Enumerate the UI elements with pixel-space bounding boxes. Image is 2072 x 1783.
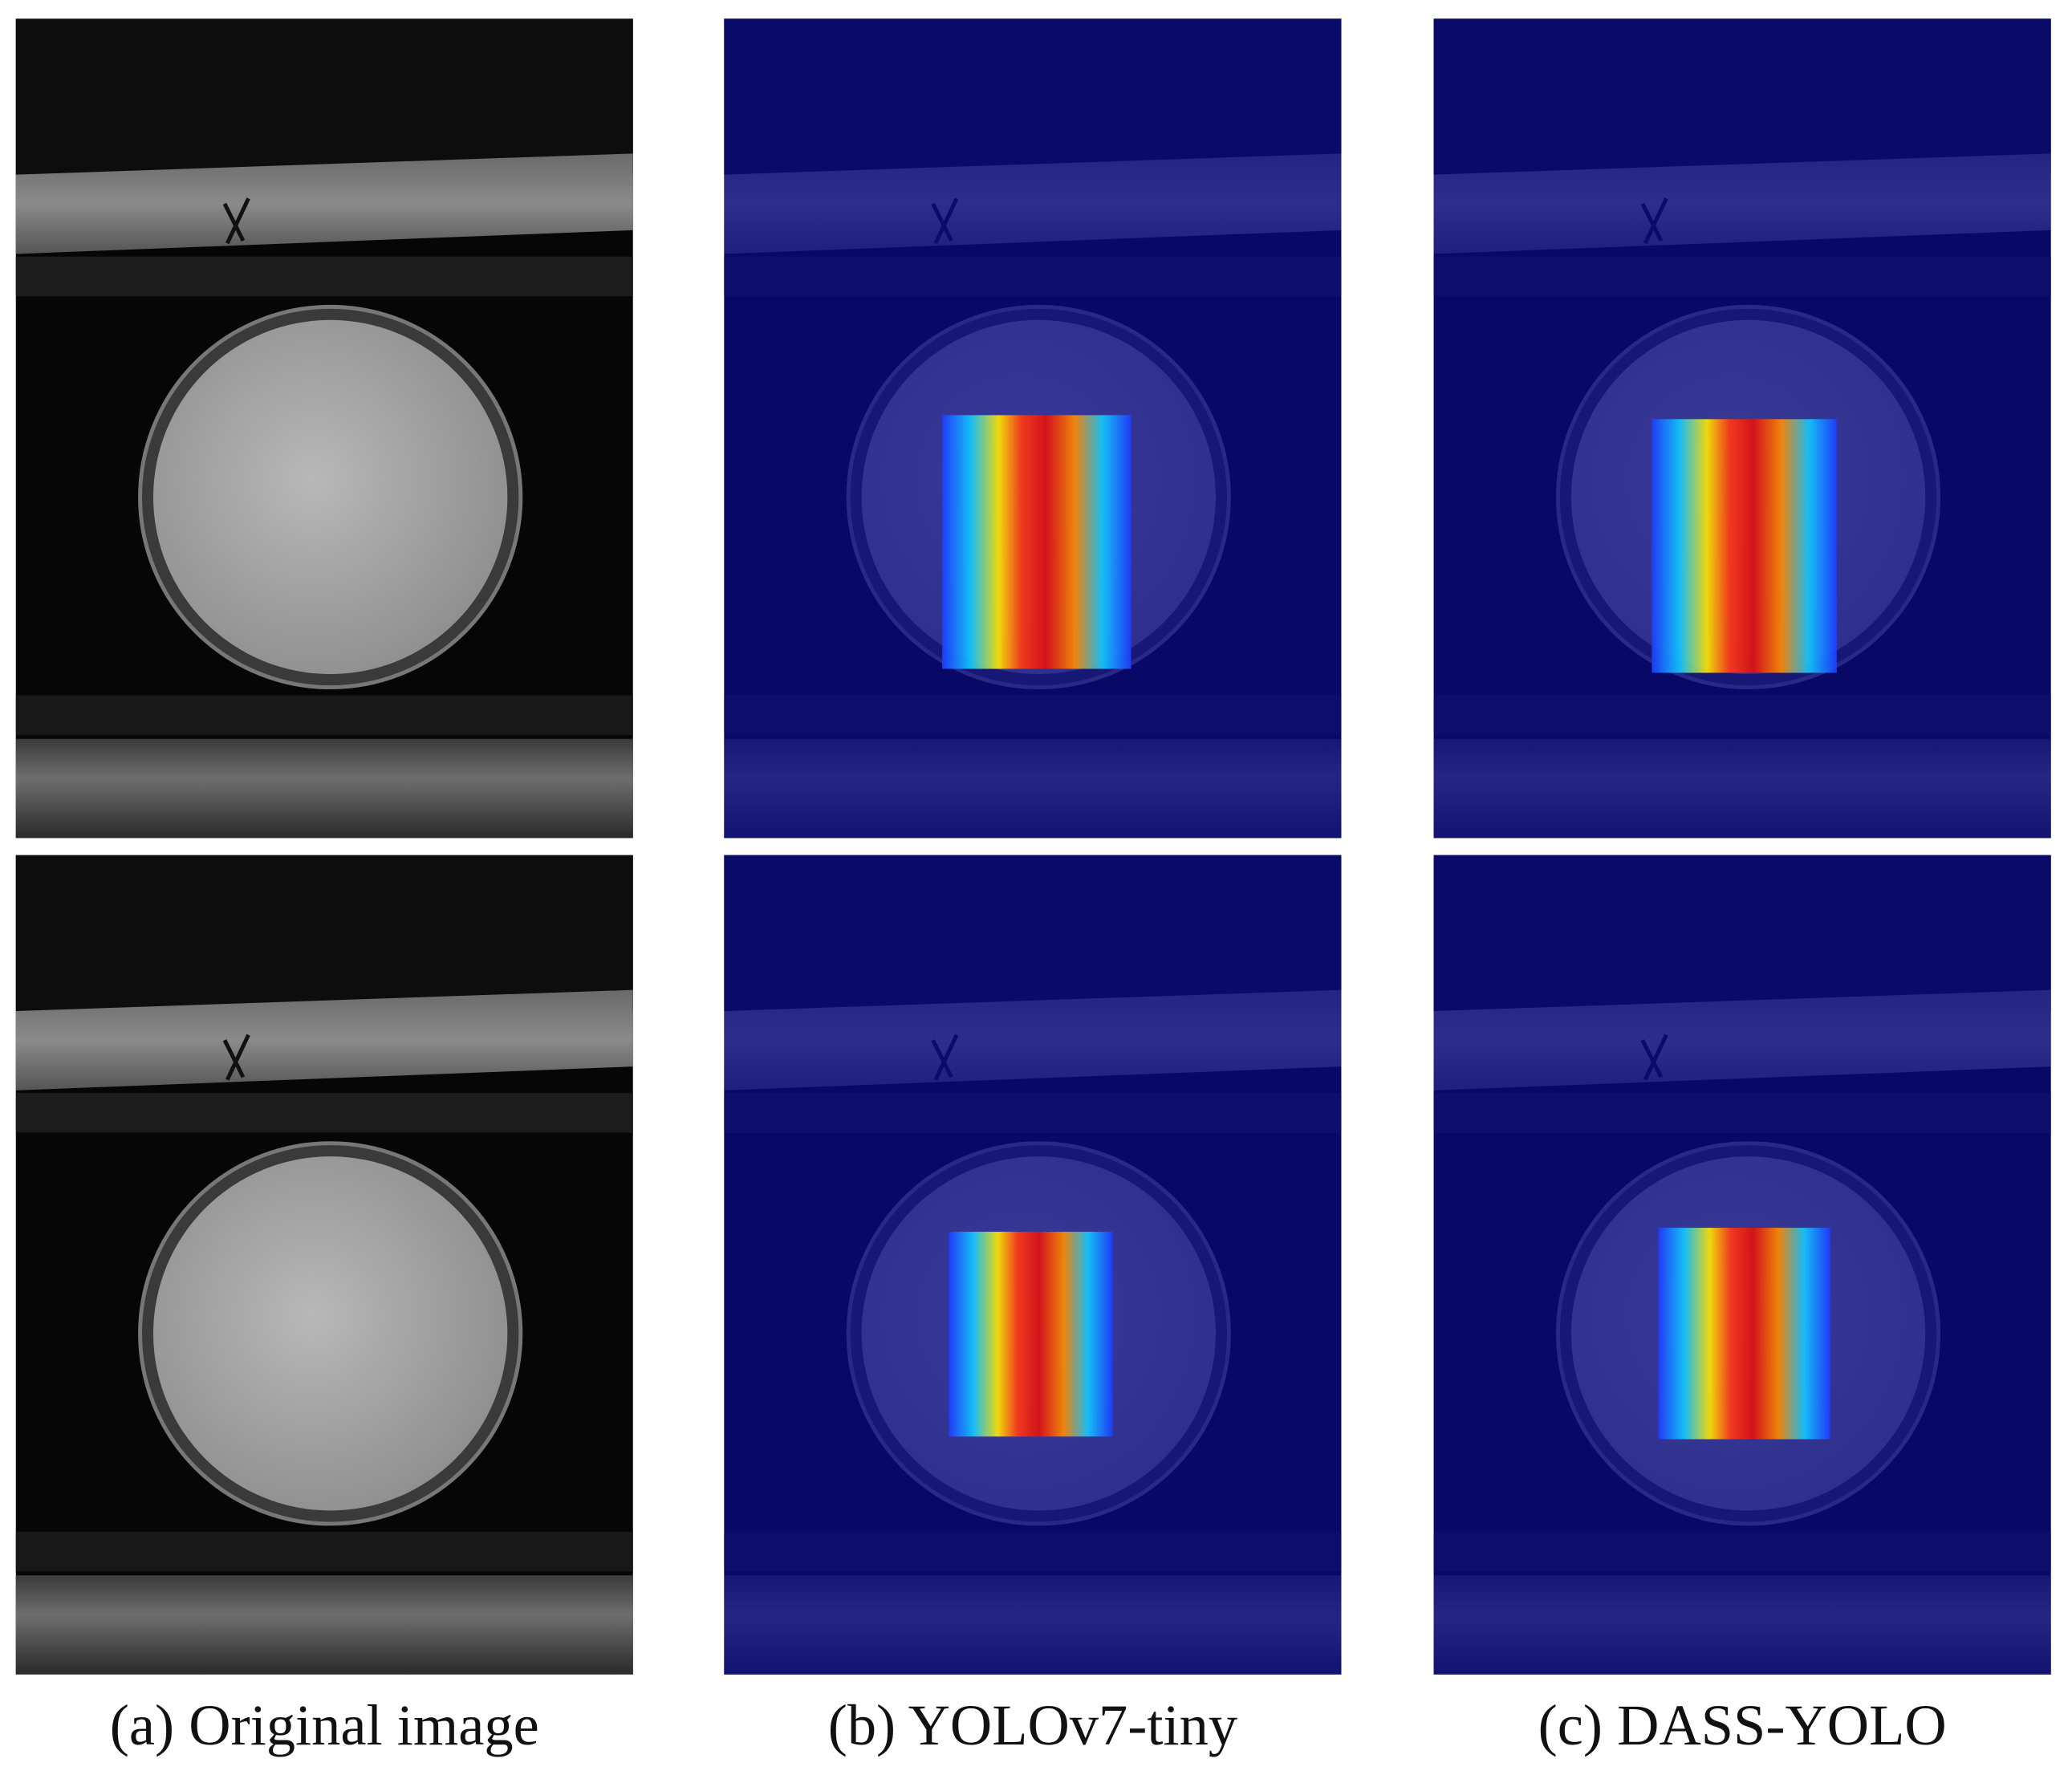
- metal-strip: [15, 153, 633, 254]
- heatmap: [949, 1232, 1113, 1437]
- image-panel: [724, 855, 1342, 1675]
- image-panel: [1433, 855, 2051, 1675]
- rail: [15, 738, 633, 839]
- image-panel: [724, 18, 1342, 839]
- image-panel: [15, 18, 633, 839]
- lower-band: [15, 1531, 633, 1572]
- caption: (b) YOLOv7-tiny: [828, 1692, 1237, 1757]
- heatmap: [1652, 419, 1837, 673]
- heatmap: [1658, 1228, 1830, 1440]
- marker-x: [222, 197, 250, 245]
- caption: (c) DASS-YOLO: [1538, 1692, 1947, 1757]
- heatmap: [942, 415, 1131, 669]
- lower-band: [15, 695, 633, 735]
- gray-band: [15, 1093, 633, 1133]
- lid: [153, 1156, 508, 1511]
- dark-band: [15, 855, 633, 1012]
- metal-strip: [15, 989, 633, 1091]
- caption: (a) Original image: [110, 1692, 539, 1757]
- image-panel: [1433, 18, 2051, 839]
- rail: [15, 1575, 633, 1675]
- marker-x: [222, 1034, 250, 1081]
- image-panel: [15, 855, 633, 1675]
- dark-band: [15, 18, 633, 175]
- lid: [153, 319, 508, 675]
- gray-band: [15, 256, 633, 297]
